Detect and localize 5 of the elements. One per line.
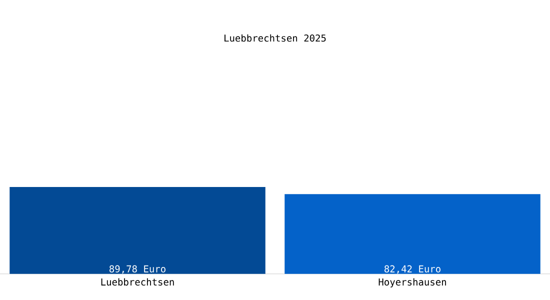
- data-label: 82,42 Euro: [384, 265, 440, 274]
- x-tick-label: Hoyershausen: [378, 278, 446, 288]
- chart-title: Luebbrechtsen 2025: [224, 34, 326, 42]
- x-tick-label: Luebbrechtsen: [101, 278, 174, 286]
- data-label: 89,78 Euro: [110, 265, 166, 274]
